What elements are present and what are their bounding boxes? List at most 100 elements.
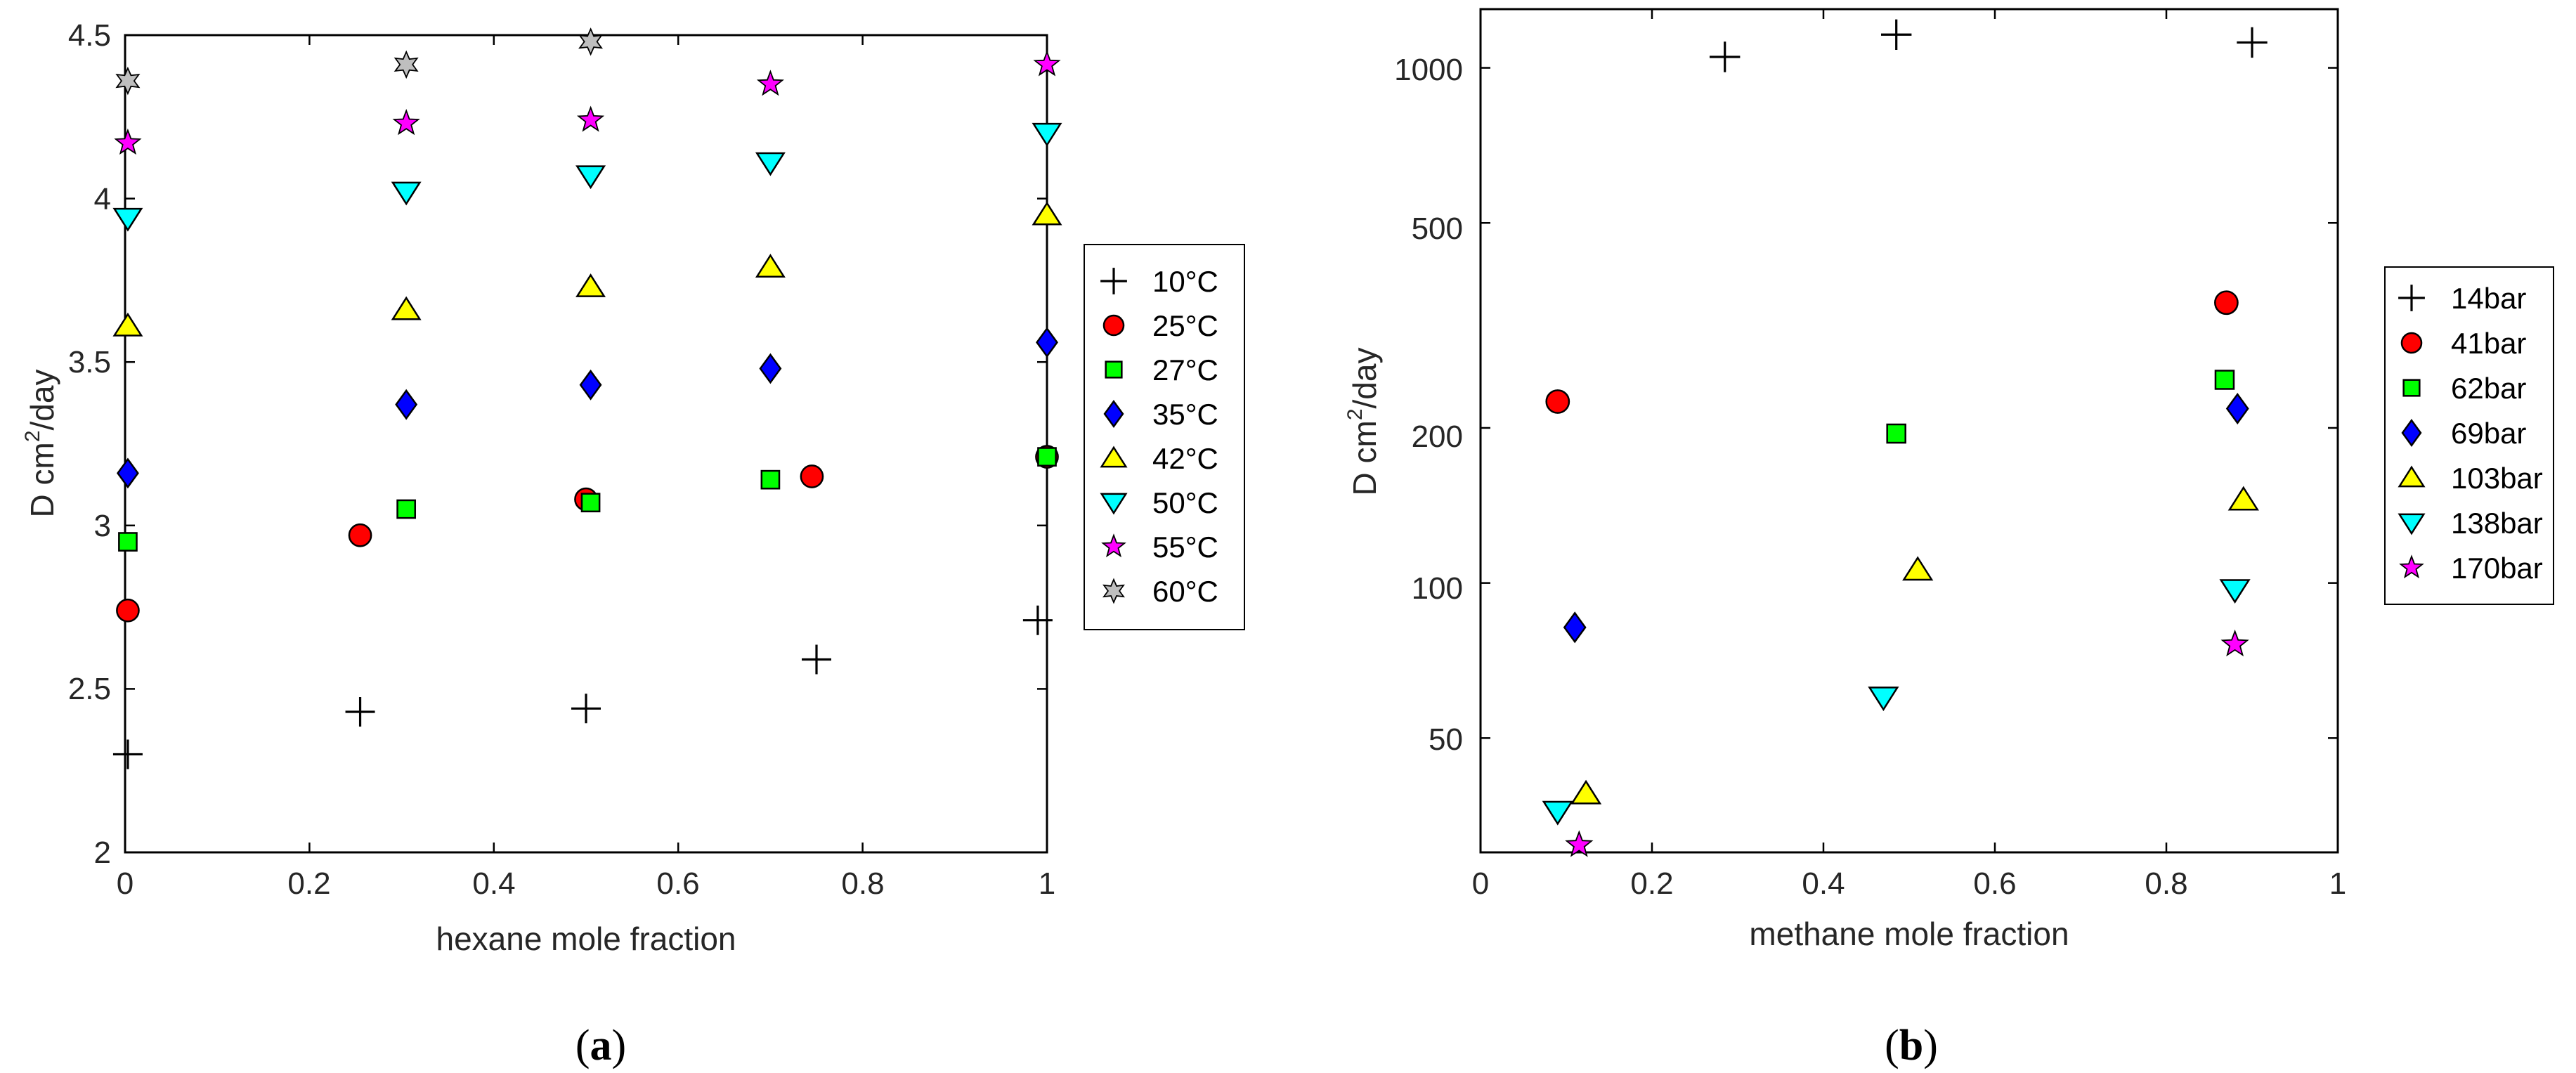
a-ytick-label: 4.5 — [68, 18, 111, 53]
b-legend-marker — [2399, 554, 2424, 579]
a-data-point — [760, 469, 781, 490]
a-data-point — [575, 165, 606, 190]
a-xtick-label: 0.8 — [841, 866, 884, 901]
a-y-axis-label-tail: /day — [24, 370, 60, 431]
a-data-point — [755, 254, 786, 278]
b-legend-label: 103bar — [2451, 462, 2543, 495]
b-xtick-label: 0.2 — [1630, 866, 1673, 901]
a-data-point — [345, 696, 375, 727]
b-data-point — [2214, 290, 2239, 316]
a-data-point — [1032, 201, 1062, 226]
b-caption: (b) — [1885, 1022, 1938, 1069]
a-data-point — [391, 181, 422, 206]
b-data-point — [2237, 27, 2268, 58]
b-y-axis-label-tail: /day — [1346, 348, 1383, 409]
b-data-marks — [1542, 19, 2268, 857]
a-legend-label: 50°C — [1152, 486, 1218, 519]
a-data-point — [756, 70, 784, 96]
panel-a: 2 2.5 3 3.5 4 4.5 0 0.2 0.4 0.6 0.8 1 he… — [21, 18, 1245, 1069]
b-data-point — [1902, 556, 1934, 581]
b-caption-open: ( — [1885, 1022, 1899, 1069]
a-data-point — [116, 457, 139, 489]
a-xtick-label: 0.4 — [472, 866, 515, 901]
a-data-point — [115, 66, 141, 96]
b-caption-letter: b — [1899, 1022, 1923, 1069]
a-data-point — [118, 532, 138, 552]
b-legend-label: 170bar — [2451, 552, 2543, 585]
a-data-point — [576, 105, 605, 132]
a-data-point — [112, 312, 143, 337]
a-data-point — [1036, 327, 1058, 358]
a-y-axis-label-sup: 2 — [21, 430, 44, 442]
a-data-point — [759, 353, 782, 384]
a-legend-marker — [1101, 533, 1126, 558]
b-legend-label: 138bar — [2451, 507, 2543, 540]
a-legend-marker — [1100, 493, 1128, 515]
b-ytick-label: 200 — [1412, 420, 1463, 454]
a-legend-marker — [1103, 400, 1124, 428]
a-legend-markers — [1100, 268, 1128, 604]
b-xtick-label: 0 — [1472, 866, 1489, 901]
a-data-point — [1022, 605, 1053, 635]
a-tick-marks — [124, 34, 1048, 854]
a-data-marks — [112, 27, 1062, 769]
a-data-point — [348, 523, 372, 547]
b-data-point — [1570, 779, 1602, 805]
b-tick-marks — [1479, 9, 2339, 852]
a-data-point — [575, 273, 606, 297]
a-legend-label: 10°C — [1152, 265, 1218, 298]
b-data-point — [1868, 687, 1899, 711]
a-legend-marker — [1100, 446, 1128, 468]
b-data-point — [2219, 579, 2251, 604]
a-legend-marker — [1102, 578, 1125, 604]
a-legend-label: 27°C — [1152, 353, 1218, 386]
b-data-point — [1710, 41, 1741, 72]
a-legend-label: 55°C — [1152, 531, 1218, 564]
a-data-point — [755, 152, 786, 176]
a-caption-close: ) — [612, 1022, 627, 1069]
a-caption: (a) — [575, 1022, 626, 1069]
b-data-point — [1881, 19, 1912, 50]
b-legend-label: 69bar — [2451, 417, 2526, 450]
a-data-point — [578, 27, 604, 56]
a-data-point — [571, 694, 601, 724]
a-legend-label: 35°C — [1152, 398, 1218, 431]
a-ytick-label: 2.5 — [68, 672, 111, 706]
a-x-axis-label: hexane mole fraction — [436, 921, 736, 957]
b-xtick-label: 1 — [2329, 866, 2346, 901]
b-legend-label: 62bar — [2451, 372, 2526, 405]
a-y-axis-label-main: D cm — [24, 442, 60, 517]
b-data-point — [2225, 392, 2249, 425]
b-caption-close: ) — [1923, 1022, 1938, 1069]
b-data-point — [1542, 800, 1573, 826]
panel-b: 50 100 200 500 1000 0 0.2 0.4 0.6 0.8 1 … — [1344, 8, 2554, 1069]
a-y-axis-label: D cm2/day — [21, 370, 60, 518]
a-data-point — [114, 128, 142, 155]
a-legend-marker — [1100, 268, 1127, 294]
a-data-point — [395, 389, 418, 420]
b-data-point — [1565, 830, 1594, 857]
a-caption-open: ( — [575, 1022, 590, 1069]
b-ytick-label: 1000 — [1394, 53, 1463, 87]
a-data-point — [1032, 122, 1062, 147]
b-xtick-label: 0.4 — [1802, 866, 1845, 901]
b-ytick-label: 500 — [1412, 212, 1463, 246]
b-legend-markers — [2398, 285, 2426, 579]
plot-area-b — [1479, 8, 2339, 854]
a-ytick-label: 3.5 — [68, 345, 111, 379]
b-y-axis-label-main: D cm — [1346, 420, 1383, 495]
a-xtick-label: 0.6 — [656, 866, 699, 901]
b-data-point — [2227, 486, 2259, 511]
a-xtick-label: 1 — [1039, 866, 1055, 901]
b-y-axis-label-sup: 2 — [1344, 408, 1367, 420]
a-legend-label: 60°C — [1152, 575, 1218, 608]
a-data-point — [579, 369, 602, 401]
a-legend-box — [1084, 244, 1245, 630]
a-data-point — [1033, 50, 1061, 77]
b-data-point — [1545, 389, 1570, 414]
b-xtick-label: 0.8 — [2145, 866, 2187, 901]
a-ytick-label: 3 — [94, 509, 111, 543]
b-data-point — [2220, 629, 2249, 657]
a-data-point — [1037, 447, 1057, 467]
